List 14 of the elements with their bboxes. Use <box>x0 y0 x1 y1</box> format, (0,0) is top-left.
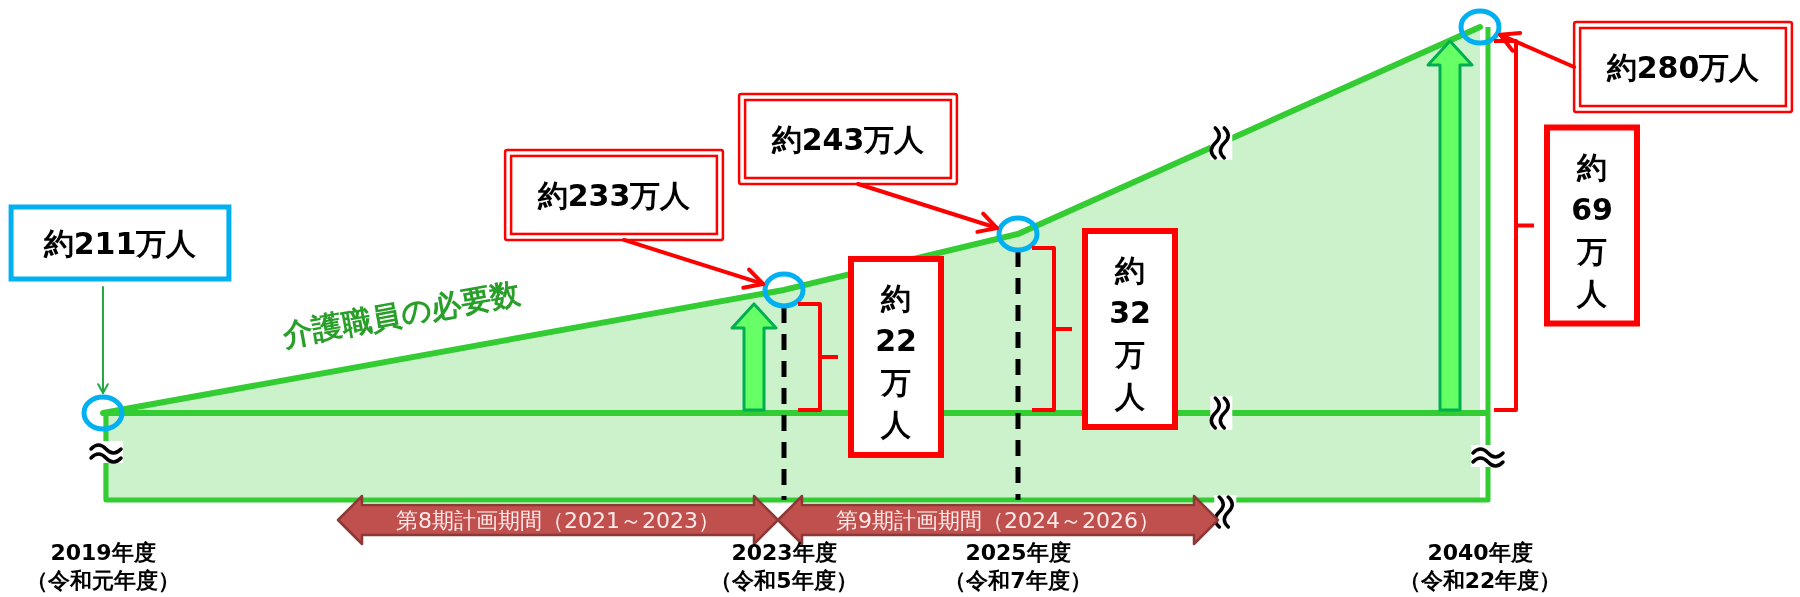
annotation: 第8期計画期間（2021～2023） <box>396 508 720 533</box>
annotation: 約22万人 <box>875 280 917 442</box>
x-tick-label: 2040年度（令和22年度） <box>1398 540 1562 593</box>
annotation: 約32万人 <box>1109 252 1151 414</box>
text: 介護職員の必要数 <box>278 275 525 353</box>
text: 約69万人 <box>1571 149 1613 311</box>
data-label: 約243万人 <box>770 121 926 157</box>
annotation: 第9期計画期間（2024～2026） <box>836 508 1160 533</box>
data-label: 約233万人 <box>536 177 692 213</box>
x-tick-label: 2025年度（令和7年度） <box>944 540 1092 593</box>
data-label: 約211万人 <box>42 226 198 261</box>
data-label: 約280万人 <box>1605 50 1761 85</box>
x-tick-label: 2023年度（令和5年度） <box>710 540 858 593</box>
x-tick-label: 2019年度（令和元年度） <box>26 540 180 593</box>
